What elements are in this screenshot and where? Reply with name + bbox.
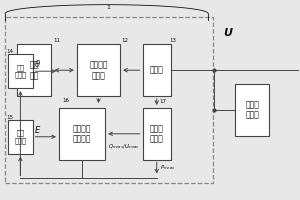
Text: 1: 1 — [106, 5, 110, 10]
Bar — [77, 44, 120, 96]
Text: 频率
控制器: 频率 控制器 — [14, 64, 26, 78]
Bar — [8, 54, 33, 88]
Text: 电力电子
变换器: 电力电子 变换器 — [89, 61, 108, 80]
Text: 电压矢量
控制单元: 电压矢量 控制单元 — [73, 124, 91, 143]
Text: 幅值
控制器: 幅值 控制器 — [14, 130, 26, 144]
Text: 15: 15 — [7, 115, 14, 120]
Bar — [17, 44, 52, 96]
Text: 14: 14 — [7, 49, 14, 54]
Text: $P_{meas}$: $P_{meas}$ — [160, 163, 175, 172]
Bar — [235, 84, 269, 136]
Text: 13: 13 — [169, 38, 176, 43]
Text: 滤波器: 滤波器 — [150, 66, 164, 75]
Text: 11: 11 — [53, 38, 60, 43]
Bar — [142, 44, 171, 96]
Bar — [5, 17, 213, 183]
Text: 17: 17 — [160, 99, 167, 104]
Text: 信号测
量单元: 信号测 量单元 — [150, 124, 164, 143]
Text: $E$: $E$ — [34, 124, 41, 135]
Text: $Q_{meas}/U_{meas}$: $Q_{meas}/U_{meas}$ — [108, 142, 140, 151]
Text: $\theta$: $\theta$ — [34, 58, 41, 69]
Text: $\boldsymbol{U}$: $\boldsymbol{U}$ — [223, 26, 234, 38]
Text: 12: 12 — [122, 38, 129, 43]
Text: 新能源
发电厂: 新能源 发电厂 — [245, 100, 259, 120]
Bar — [59, 108, 105, 160]
Text: 储能
单元: 储能 单元 — [30, 61, 39, 80]
Bar — [142, 108, 171, 160]
Text: 16: 16 — [62, 98, 69, 103]
Bar — [8, 120, 33, 154]
